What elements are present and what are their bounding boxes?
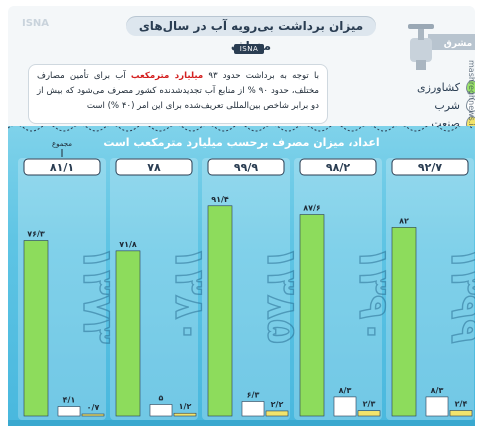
drop-icon <box>466 80 475 94</box>
note-highlight: میلیارد مترمکعب <box>130 71 204 81</box>
value-label: ۲/۴ <box>455 399 468 408</box>
total-caption: مجموع <box>52 140 72 148</box>
bar-drinking <box>57 406 81 417</box>
value-label: ۶/۳ <box>247 391 260 400</box>
value-label: ۰/۷ <box>87 403 100 412</box>
legend-label: شرب <box>434 98 460 112</box>
bar-drinking <box>425 396 449 417</box>
value-label: ۸۲ <box>399 216 409 225</box>
legend-label: صنعت <box>431 116 460 127</box>
bar-agriculture <box>299 214 325 417</box>
chart-subtitle: اعداد، میزان مصرف برحسب میلیارد مترمکعب … <box>103 136 380 149</box>
total-box <box>115 158 193 176</box>
page-title: میزان برداشت بی‌رویه آب در سال‌های مختلف <box>126 16 376 53</box>
bar-agriculture <box>115 250 141 417</box>
value-label: ۲/۳ <box>363 400 376 409</box>
note-text: با توجه به برداشت حدود ۹۳ <box>208 71 319 81</box>
bar-industry <box>357 410 381 417</box>
side-watermark: mashreghnews.ir <box>467 60 476 129</box>
bar-agriculture <box>23 240 49 417</box>
value-label: ۸/۳ <box>339 386 352 395</box>
bar-industry <box>173 412 197 417</box>
bar-chart: ۸۱/۱ ۱۳۷۳ ۷۶/۳ ۴/۱ ۰/۷ ۷۸ ۱۳۸۰ ۷۱/۸ ۵ ۱/۲ ۹۹/۹ ۱۳۸۵… <box>18 140 475 420</box>
bar-industry <box>81 413 105 417</box>
value-label: ۷۶/۳ <box>27 230 45 239</box>
total-label: ۹۸/۲ <box>326 161 350 174</box>
total-label: ۸۱/۱ <box>50 161 74 174</box>
total-label: ۷۸ <box>147 161 161 174</box>
wave-line <box>8 126 473 132</box>
bottom-strip <box>8 420 475 426</box>
year-label: ۱۳۹۹ <box>442 246 475 344</box>
value-label: ۲/۲ <box>271 400 284 409</box>
year-label: ۱۳۷۳ <box>74 246 120 344</box>
bar-drinking <box>333 396 357 417</box>
source-badge: ISNA <box>234 44 264 54</box>
watermark: ISNA <box>22 18 50 29</box>
value-label: ۱/۲ <box>179 402 192 411</box>
header-panel: ISNA میزان برداشت بی‌رویه آب در سال‌های … <box>8 6 475 126</box>
legend: کشاورزی شرب صنعت <box>358 78 475 126</box>
bar-industry <box>265 410 289 417</box>
total-box <box>207 158 285 176</box>
value-label: ۷۱/۸ <box>119 240 137 249</box>
value-label: ۹۱/۴ <box>211 195 229 204</box>
bar-drinking <box>241 401 265 417</box>
value-label: ۸/۳ <box>431 386 444 395</box>
legend-item-drinking: شرب <box>358 96 475 114</box>
value-label: ۸۷/۶ <box>303 204 321 213</box>
drop-icon <box>466 98 475 112</box>
bar-agriculture <box>391 227 417 417</box>
total-label: ۹۲/۷ <box>418 161 442 174</box>
bar-agriculture <box>207 205 233 417</box>
total-box <box>391 158 469 176</box>
legend-item-agriculture: کشاورزی <box>358 78 475 96</box>
water-tap-icon: مشرق <box>408 24 475 70</box>
total-box <box>23 158 101 176</box>
year-label: ۱۳۸۰ <box>166 246 212 344</box>
value-label: ۴/۱ <box>63 396 76 405</box>
note-text: آب برای تأمین مصارف مختلف، حدود ۹۰ % از … <box>37 71 319 111</box>
drop-icon <box>466 116 475 126</box>
total-box <box>299 158 377 176</box>
note-box: با توجه به برداشت حدود ۹۳ میلیارد مترمکع… <box>28 64 328 124</box>
bar-industry <box>449 410 473 417</box>
year-label: ۱۳۸۵ <box>258 246 304 344</box>
bar-drinking <box>149 404 173 417</box>
total-label: ۹۹/۹ <box>234 161 258 174</box>
legend-item-industry: صنعت <box>358 114 475 126</box>
legend-label: کشاورزی <box>417 80 460 94</box>
year-label: ۱۳۹۰ <box>350 246 396 344</box>
tap-logo: مشرق <box>444 39 472 49</box>
value-label: ۵ <box>159 394 164 403</box>
